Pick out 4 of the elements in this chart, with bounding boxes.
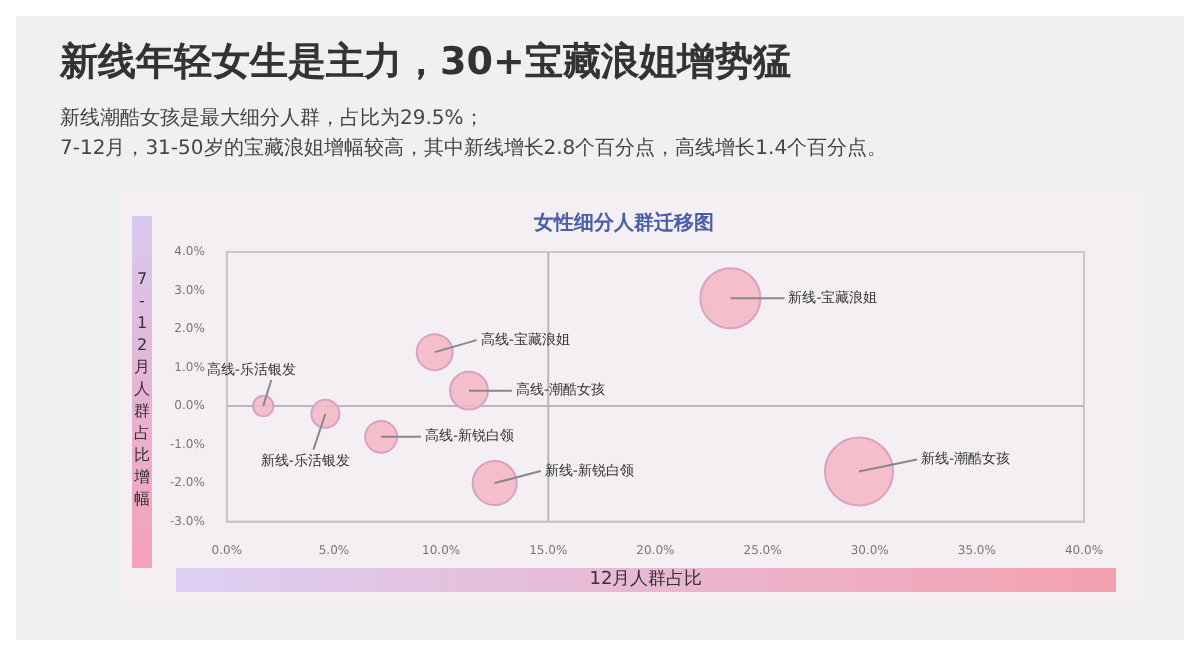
chart-subtitle: 新线潮酷女孩是最大细分人群，占比为29.5%； 7-12月，31-50岁的宝藏浪姐增幅较高，其中新线增长2.8个百分点，高线增长1.4个百分点。 [60,105,888,162]
chart-title: 新线年轻女生是主力，30+宝藏浪姐增势猛 [60,38,791,88]
text: 女性细分人群迁移图 [532,211,714,236]
text: 7-12月人群占比增幅 [134,270,150,508]
